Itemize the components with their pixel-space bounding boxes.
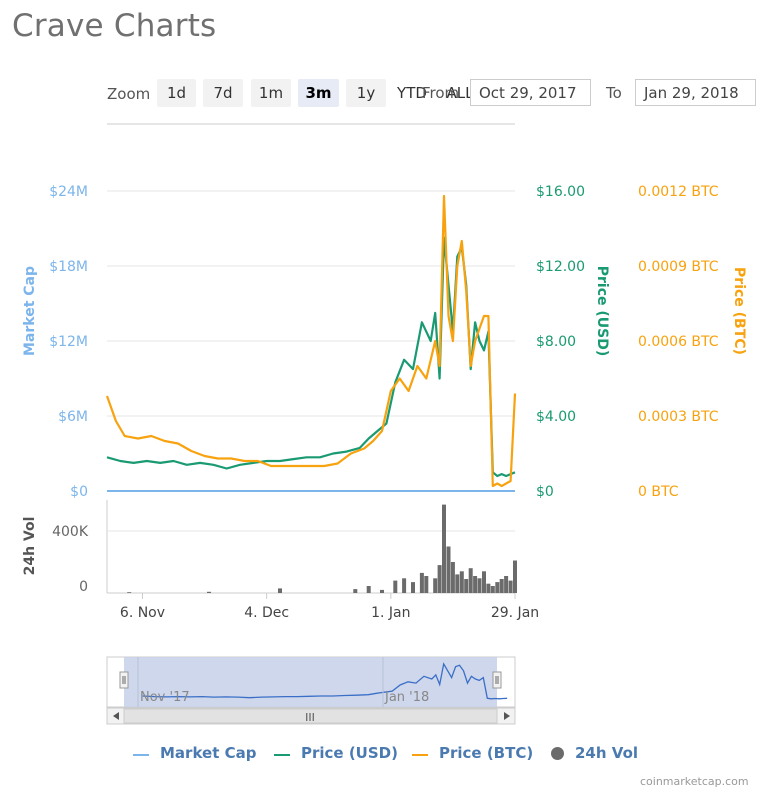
axis-labels: $0 $0 0 BTC $6M $4.00 0.0003 BTC $12M $8.00 0.00… xyxy=(22,184,747,621)
volume-bar xyxy=(450,562,455,593)
y-tick-price-usd: $4.00 xyxy=(536,409,576,425)
volume-bar xyxy=(499,579,504,593)
scrollbar-thumb xyxy=(123,708,498,724)
volume-bar xyxy=(402,578,407,593)
volume-bar xyxy=(433,578,438,593)
legend-label-price-usd: Price (USD) xyxy=(301,744,398,762)
y-tick-price-usd: $16.00 xyxy=(536,184,585,200)
legend-swatch-price-usd xyxy=(274,754,290,756)
volume-bar xyxy=(207,591,211,593)
volume-bar xyxy=(411,582,415,593)
volume-tick: 0 xyxy=(79,579,88,595)
to-date-input[interactable]: Jan 29, 2018 xyxy=(635,79,756,106)
navigator-label: Jan '18 xyxy=(384,690,429,705)
page-title: Crave Charts xyxy=(12,8,217,44)
x-tick-label: 4. Dec xyxy=(244,605,289,621)
series-line-price-btc xyxy=(105,194,517,488)
from-label: From xyxy=(422,84,460,102)
y-tick-market-cap: $12M xyxy=(49,334,88,350)
grid-lines xyxy=(106,190,515,594)
volume-bar xyxy=(419,572,424,593)
navigator-line xyxy=(142,662,508,700)
legend-swatch-24h-vol xyxy=(551,747,564,760)
volume-bar xyxy=(424,576,429,593)
zoom-button-3m[interactable]: 3m xyxy=(298,79,339,107)
volume-bars xyxy=(127,504,517,593)
volume-bar xyxy=(353,589,358,593)
scroll-right-icon xyxy=(504,712,510,720)
credits-link[interactable]: coinmarketcap.com xyxy=(640,775,749,788)
legend-swatch-market-cap xyxy=(133,754,149,756)
volume-tick: 400K xyxy=(52,524,89,540)
y-tick-price-btc: 0 BTC xyxy=(638,484,679,500)
volume-bar xyxy=(455,574,460,593)
navigator-handle xyxy=(119,671,129,689)
y-tick-market-cap: $0 xyxy=(70,484,88,500)
zoom-button-all[interactable]: ALL xyxy=(446,84,474,102)
y-tick-market-cap: $6M xyxy=(58,409,88,425)
from-date-input[interactable]: Oct 29, 2017 xyxy=(470,79,591,106)
volume-bar xyxy=(482,571,486,593)
legend-item-price-usd[interactable]: Price (USD) xyxy=(274,744,398,762)
volume-bar xyxy=(504,576,509,593)
zoom-button-7d[interactable]: 7d xyxy=(203,79,243,107)
legend-item-24h-vol[interactable]: 24h Vol xyxy=(551,744,638,762)
legend-label-price-btc: Price (BTC) xyxy=(439,744,534,762)
scrollbar-grip-icon: III xyxy=(305,711,315,724)
volume-bar xyxy=(490,586,495,593)
zoom-label: Zoom xyxy=(107,85,151,103)
y-tick-price-btc: 0.0009 BTC xyxy=(638,259,719,275)
y-tick-price-btc: 0.0003 BTC xyxy=(638,409,719,425)
y-tick-price-usd: $8.00 xyxy=(536,334,576,350)
volume-bar xyxy=(380,589,384,593)
volume-bar xyxy=(278,588,282,593)
legend-label-24h-vol: 24h Vol xyxy=(575,744,639,762)
y-tick-price-btc: 0.0012 BTC xyxy=(638,184,719,200)
y-tick-price-btc: 0.0006 BTC xyxy=(638,334,719,350)
volume-bar xyxy=(468,568,473,593)
volume-bar xyxy=(459,571,464,593)
series-line-price-usd xyxy=(106,236,516,478)
volume-bar xyxy=(513,560,517,593)
scroll-left-icon xyxy=(113,712,119,720)
navigator-label: Nov '17 xyxy=(140,690,190,705)
y-tick-market-cap: $24M xyxy=(49,184,88,200)
zoom-button-ytd[interactable]: YTD xyxy=(397,84,427,102)
volume-bar xyxy=(473,576,478,593)
y-axis-title-market-cap: Market Cap xyxy=(22,266,38,356)
volume-bar xyxy=(393,580,398,593)
y-axis-title-price-usd: Price (USD) xyxy=(594,266,610,357)
volume-bar xyxy=(366,586,371,593)
y-axis-title-volume: 24h Vol xyxy=(22,517,38,576)
to-label: To xyxy=(606,84,622,102)
volume-bar xyxy=(127,592,132,593)
series-lines xyxy=(105,194,517,492)
navigator[interactable]: Nov '17 Jan '18 III xyxy=(106,656,516,725)
volume-bar xyxy=(495,582,500,593)
legend-label-market-cap: Market Cap xyxy=(160,744,257,762)
volume-bar xyxy=(446,546,451,593)
x-tick-label: 29. Jan xyxy=(491,605,539,621)
navigator-selection xyxy=(124,657,497,707)
legend-item-market-cap[interactable]: Market Cap xyxy=(133,744,256,762)
y-axis-title-price-btc: Price (BTC) xyxy=(731,267,747,355)
x-tick-label: 6. Nov xyxy=(120,605,165,621)
zoom-button-1d[interactable]: 1d xyxy=(157,79,196,107)
zoom-button-1y[interactable]: 1y xyxy=(346,79,386,107)
y-tick-market-cap: $18M xyxy=(49,259,88,275)
legend-swatch-price-btc xyxy=(412,754,428,756)
volume-bar xyxy=(486,583,491,593)
x-tick-label: 1. Jan xyxy=(371,605,410,621)
volume-bar xyxy=(442,504,446,593)
volume-bar xyxy=(464,579,469,593)
volume-bar xyxy=(477,578,482,593)
volume-bar xyxy=(437,565,442,593)
y-tick-price-usd: $0 xyxy=(536,484,554,500)
navigator-handle xyxy=(492,671,502,689)
y-tick-price-usd: $12.00 xyxy=(536,259,585,275)
zoom-button-1m[interactable]: 1m xyxy=(251,79,291,107)
legend-item-price-btc[interactable]: Price (BTC) xyxy=(412,744,533,762)
volume-bar xyxy=(508,580,513,593)
